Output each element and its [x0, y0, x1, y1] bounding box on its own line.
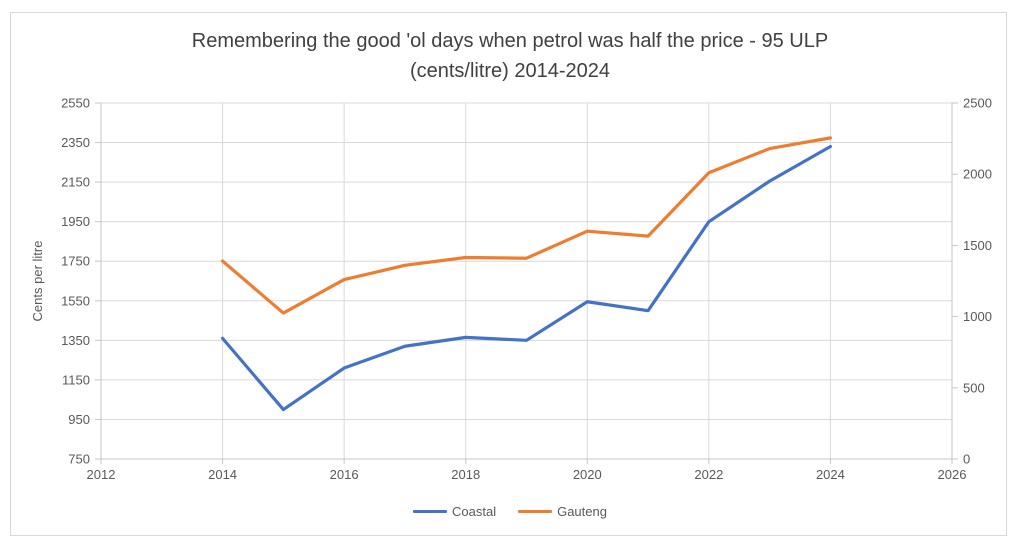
legend-label-gauteng: Gauteng — [557, 504, 607, 519]
legend-item-gauteng: Gauteng — [518, 504, 607, 519]
chart-legend: Coastal Gauteng — [0, 504, 1020, 519]
chart-title-line1: Remembering the good 'ol days when petro… — [191, 30, 829, 52]
chart-title: Remembering the good 'ol days when petro… — [60, 26, 960, 86]
chart-title-line2: (cents/litre) 2014-2024 — [409, 60, 611, 82]
legend-item-coastal: Coastal — [413, 504, 496, 519]
legend-label-coastal: Coastal — [452, 504, 497, 519]
chart-border-frame — [10, 12, 1007, 536]
gauteng-line-swatch — [518, 510, 553, 513]
coastal-line-swatch — [413, 510, 448, 513]
